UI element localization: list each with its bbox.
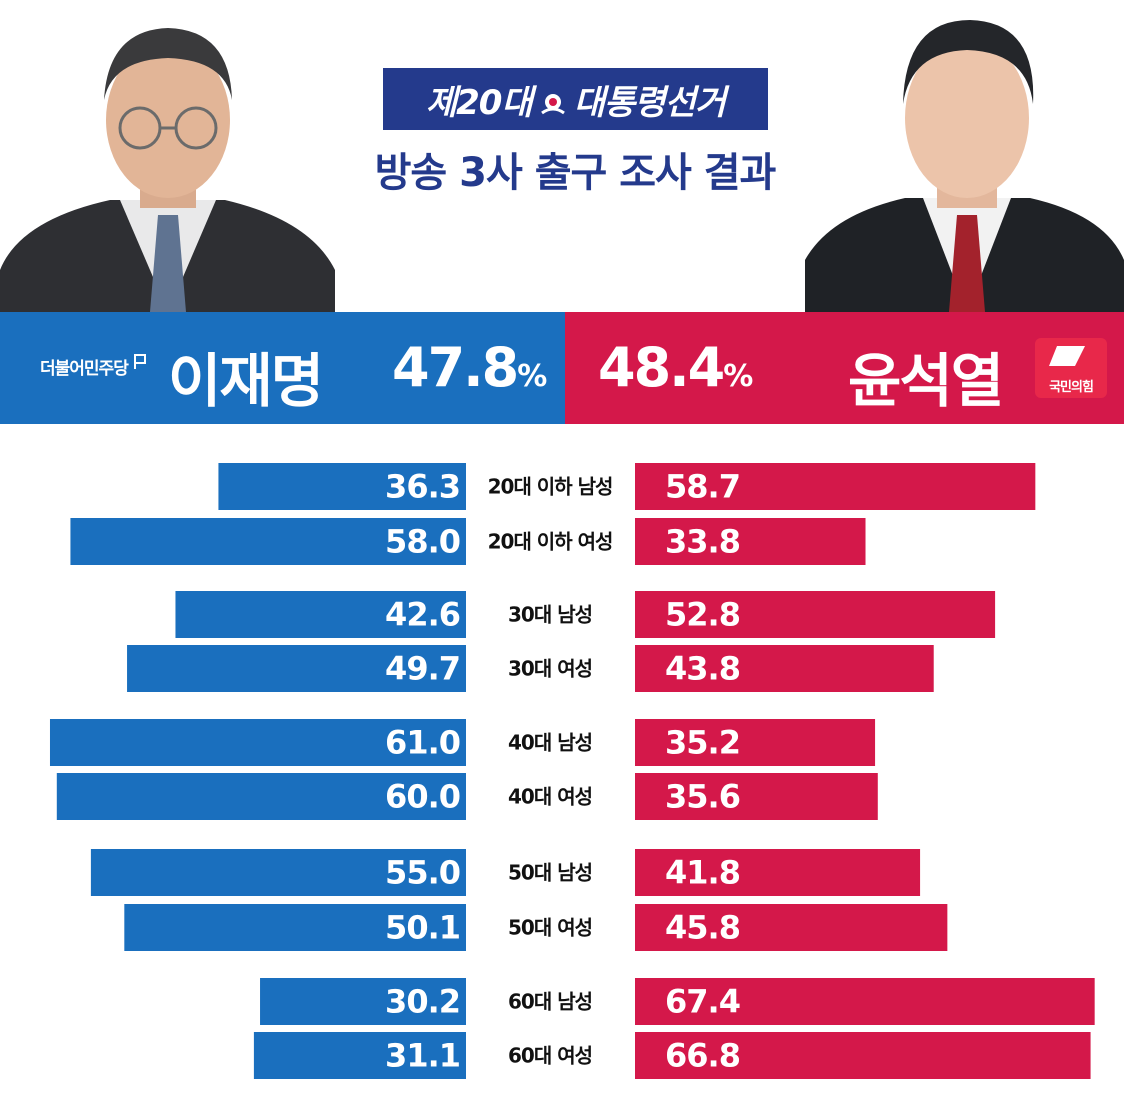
bar-right	[635, 978, 1095, 1025]
bar-right	[635, 518, 866, 565]
candidate-left-percent-value: 47.8	[392, 336, 519, 399]
bar-left	[49, 719, 466, 766]
election-emblem-icon	[540, 86, 566, 115]
bar-right	[635, 904, 948, 951]
bar-right	[635, 591, 996, 638]
bar-right-value: 58.7	[665, 468, 740, 506]
bar-right	[635, 463, 1036, 510]
bar-left-value: 50.1	[385, 909, 460, 947]
category-label: 60대 여성	[508, 1044, 592, 1068]
category-label: 40대 남성	[508, 731, 592, 755]
category-label: 60대 남성	[508, 990, 592, 1014]
bar-left	[175, 591, 466, 638]
candidate-left-percent: 47.8%	[392, 336, 547, 399]
bar-right	[635, 719, 876, 766]
bar-right-value: 45.8	[665, 909, 740, 947]
title-suffix: 대통령선거	[573, 82, 726, 123]
bar-left	[127, 645, 467, 692]
candidate-left-name: 이재명	[168, 347, 324, 415]
candidate-left-banner	[0, 312, 565, 424]
party-left-flag-icon	[133, 354, 146, 369]
bar-right	[635, 1032, 1091, 1079]
bar-left-value: 30.2	[385, 983, 460, 1021]
category-label: 50대 여성	[508, 916, 592, 940]
candidate-right-name: 윤석열	[848, 347, 1004, 415]
bar-left	[260, 978, 466, 1025]
bar-right	[635, 645, 934, 692]
title-prefix: 제20대	[425, 82, 533, 123]
party-left-label: 더불어민주당	[40, 354, 147, 379]
bar-left-value: 60.0	[385, 778, 460, 816]
category-label: 20대 이하 여성	[488, 530, 613, 554]
candidate-right-percent-sign: %	[723, 359, 753, 394]
category-label: 30대 남성	[508, 603, 592, 627]
bar-left-value: 42.6	[385, 596, 460, 634]
bar-left-value: 36.3	[385, 468, 460, 506]
bar-left-value: 49.7	[385, 650, 460, 688]
election-title: 제20대 대통령선거	[383, 68, 768, 130]
bar-right-value: 67.4	[665, 983, 740, 1021]
page-subtitle: 방송 3사 출구 조사 결과	[374, 150, 777, 196]
bar-left	[253, 1032, 466, 1079]
candidate-right-portrait	[805, 0, 1124, 312]
bar-left	[218, 463, 466, 510]
candidate-left-percent-sign: %	[517, 359, 547, 394]
bar-left	[70, 518, 466, 565]
candidate-right-banner	[565, 312, 1124, 424]
party-right-logo-icon	[1035, 338, 1107, 398]
bar-left-value: 61.0	[385, 724, 460, 762]
bar-right	[635, 773, 878, 820]
bar-left-value: 55.0	[385, 854, 460, 892]
bar-right-value: 43.8	[665, 650, 740, 688]
bar-left	[124, 904, 467, 951]
category-label: 20대 이하 남성	[488, 475, 613, 499]
bar-right-value: 41.8	[665, 854, 740, 892]
category-label: 50대 남성	[508, 861, 592, 885]
bar-right-value: 35.2	[665, 724, 740, 762]
party-right-name: 국민의힘	[1049, 380, 1094, 395]
category-label: 30대 여성	[508, 657, 592, 681]
bar-left	[56, 773, 467, 820]
candidate-right-percent: 48.4%	[598, 336, 753, 399]
bar-right-value: 52.8	[665, 596, 740, 634]
category-label: 40대 여성	[508, 785, 592, 809]
bar-left	[90, 849, 467, 896]
bar-left-value: 58.0	[385, 523, 460, 561]
bar-right	[635, 849, 921, 896]
age-gender-chart: 36.3 58.7 20대 이하 남성 58.0 33.8 20대 이하 여성 42.6 52…	[49, 463, 1095, 1079]
bar-right-value: 33.8	[665, 523, 740, 561]
candidate-left-portrait	[0, 0, 335, 312]
party-left-name: 더불어민주당	[40, 359, 129, 379]
candidate-right-percent-value: 48.4	[598, 336, 725, 399]
bar-left-value: 31.1	[385, 1037, 460, 1075]
bar-right-value: 35.6	[665, 778, 740, 816]
bar-right-value: 66.8	[665, 1037, 740, 1075]
